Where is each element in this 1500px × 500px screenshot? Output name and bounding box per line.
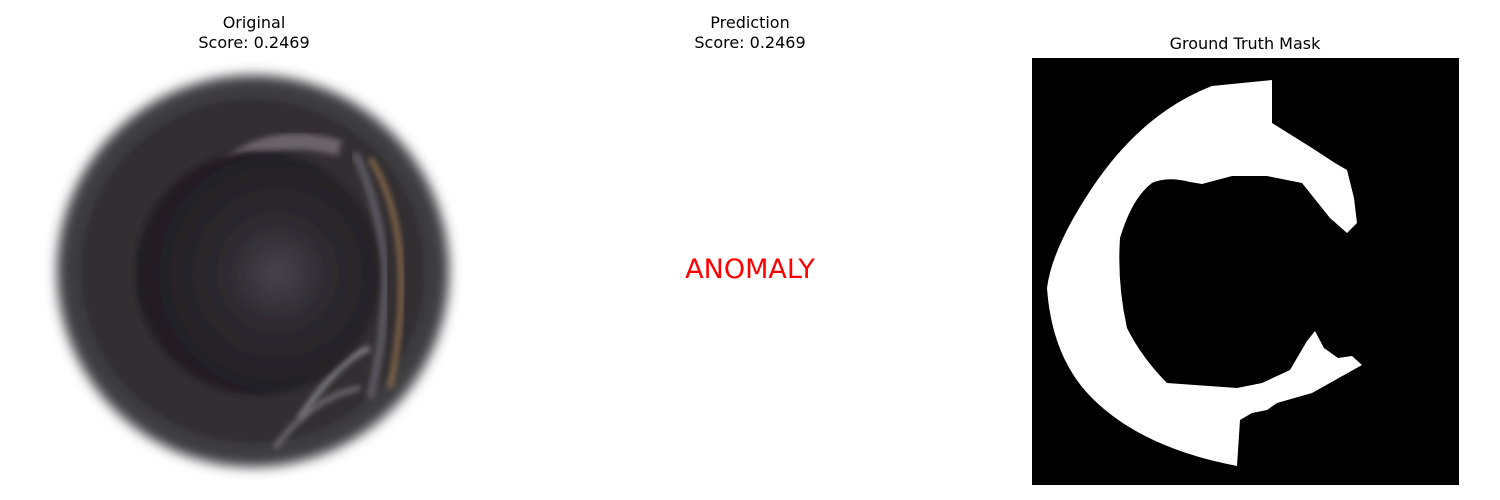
prediction-score: Score: 0.2469 bbox=[694, 33, 806, 52]
original-panel-title: Original Score: 0.2469 bbox=[154, 13, 354, 53]
ground-truth-mask bbox=[1032, 58, 1459, 485]
prediction-title: Prediction bbox=[710, 13, 790, 32]
mask-title: Ground Truth Mask bbox=[1169, 34, 1321, 53]
original-title: Original bbox=[222, 13, 286, 32]
original-image bbox=[40, 58, 467, 485]
original-score: Score: 0.2469 bbox=[198, 33, 310, 52]
prediction-panel-title: Prediction Score: 0.2469 bbox=[650, 13, 850, 53]
prediction-verdict: ANOMALY bbox=[685, 254, 815, 285]
